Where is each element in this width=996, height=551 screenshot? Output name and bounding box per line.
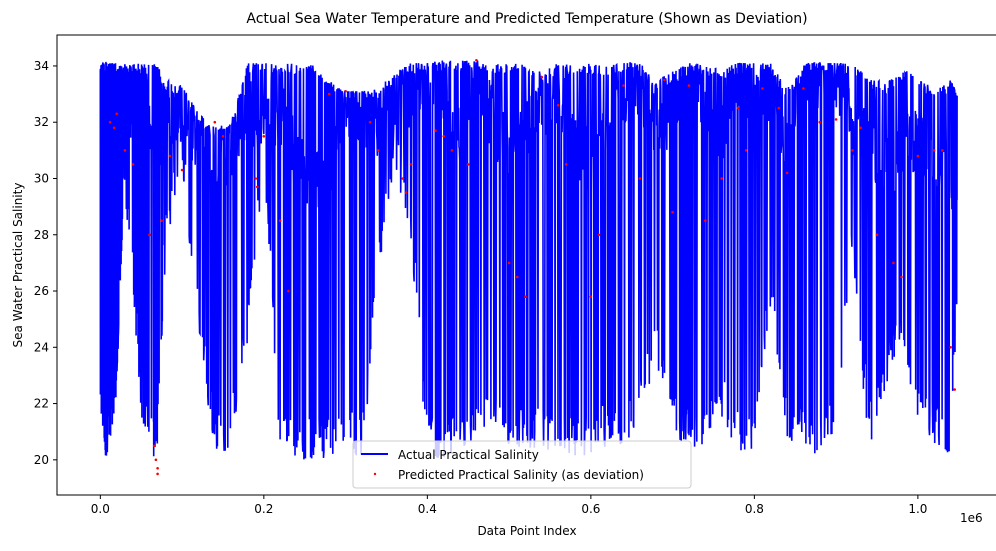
scatter-point-predicted: [932, 149, 936, 152]
scatter-point-predicted: [777, 106, 781, 110]
scatter-point-predicted: [744, 149, 748, 152]
scatter-point-predicted: [368, 120, 372, 124]
scatter-point-predicted: [524, 295, 527, 299]
legend-label-predicted: Predicted Practical Salinity (as deviati…: [398, 468, 644, 482]
scatter-point-predicted: [262, 135, 266, 138]
x-tick-label: 0.4: [418, 502, 437, 516]
scatter-point-predicted: [156, 472, 159, 476]
chart-title: Actual Sea Water Temperature and Predict…: [246, 11, 807, 27]
scatter-point-predicted: [671, 210, 674, 214]
x-axis: 0.0 0.2 0.4 0.6 0.8 1.0: [91, 495, 927, 516]
scatter-point-predicted: [148, 233, 151, 237]
scatter-point-predicted: [916, 154, 920, 158]
legend-label-actual: Actual Practical Salinity: [398, 448, 539, 462]
scatter-point-predicted: [507, 261, 511, 265]
scatter-point-predicted: [663, 78, 666, 82]
scatter-point-predicted: [434, 129, 437, 132]
scatter-point-predicted: [953, 388, 956, 391]
scatter-point-predicted: [160, 219, 163, 222]
scatter-point-predicted: [761, 87, 764, 90]
scatter-point-predicted: [638, 177, 642, 180]
scatter-point-predicted: [442, 135, 446, 138]
scatter-point-predicted: [221, 135, 225, 138]
y-tick-label: 34: [34, 59, 49, 73]
scatter-point-predicted: [802, 87, 805, 90]
scatter-point-predicted: [941, 149, 944, 152]
scatter-point-predicted: [404, 191, 408, 194]
x-offset-label: 1e6: [960, 511, 983, 525]
y-tick-label: 28: [34, 228, 49, 242]
scatter-point-predicted: [112, 126, 116, 130]
x-tick-label: 0.2: [254, 502, 273, 516]
scatter-point-predicted: [156, 467, 159, 470]
x-tick-label: 0.0: [91, 502, 110, 516]
scatter-point-predicted: [409, 163, 413, 166]
legend: Actual Practical Salinity Predicted Prac…: [352, 440, 692, 489]
scatter-point-predicted: [213, 120, 217, 124]
scatter-point-predicted: [401, 177, 405, 180]
scatter-point-predicted: [900, 275, 903, 279]
scatter-point-predicted: [255, 185, 259, 189]
scatter-point-predicted: [123, 149, 127, 152]
scatter-point-predicted: [254, 177, 257, 180]
x-tick-label: 1.0: [908, 502, 927, 516]
y-axis: 20 22 24 26 28 30 32 34: [34, 59, 57, 467]
y-tick-label: 20: [34, 453, 49, 467]
scatter-point-predicted: [622, 84, 625, 87]
scatter-point-predicted: [466, 163, 470, 166]
x-axis-label: Data Point Index: [477, 524, 576, 538]
scatter-point-predicted: [720, 177, 723, 180]
scatter-point-predicted: [597, 233, 601, 237]
y-tick-label: 26: [34, 284, 49, 298]
scatter-layer: [108, 59, 956, 476]
scatter-point-predicted: [818, 120, 822, 124]
scatter-point-predicted: [859, 126, 862, 130]
series-line-actual: [99, 60, 958, 460]
scatter-point-predicted: [875, 233, 879, 237]
scatter-point-predicted: [287, 289, 290, 293]
x-tick-label: 0.8: [745, 502, 764, 516]
scatter-point-predicted: [344, 90, 347, 93]
scatter-point-predicted: [540, 75, 544, 79]
y-tick-label: 24: [34, 340, 49, 354]
scatter-point-predicted: [475, 59, 478, 62]
legend-box: [352, 440, 692, 489]
scatter-point-predicted: [834, 118, 838, 121]
scatter-point-predicted: [704, 219, 707, 222]
scatter-point-predicted: [377, 149, 380, 152]
legend-scatter-marker: [373, 472, 377, 476]
scatter-point-predicted: [154, 458, 158, 462]
scatter-point-predicted: [168, 154, 172, 158]
y-tick-label: 22: [34, 397, 49, 411]
scatter-point-predicted: [892, 261, 895, 265]
scatter-point-predicted: [115, 112, 118, 116]
plot-frame: [56, 34, 996, 496]
x-tick-label: 0.6: [581, 502, 600, 516]
scatter-point-predicted: [736, 106, 740, 110]
scatter-point-predicted: [278, 219, 282, 222]
y-axis-label: Sea Water Practical Salinity: [11, 183, 25, 348]
scatter-point-predicted: [687, 84, 691, 87]
y-tick-label: 30: [34, 171, 49, 185]
y-tick-label: 32: [34, 115, 49, 129]
scatter-point-predicted: [785, 171, 789, 175]
scatter-point-predicted: [327, 92, 331, 96]
scatter-point-predicted: [516, 275, 519, 279]
scatter-point-predicted: [851, 149, 854, 152]
scatter-point-predicted: [153, 444, 156, 448]
scatter-point-predicted: [450, 149, 454, 152]
scatter-point-predicted: [565, 163, 568, 166]
scatter-point-predicted: [949, 346, 952, 349]
scatter-point-predicted: [180, 168, 184, 172]
scatter-point-predicted: [589, 295, 593, 299]
series-layer: [99, 60, 958, 460]
scatter-point-predicted: [556, 104, 560, 107]
scatter-point-predicted: [108, 120, 112, 124]
scatter-point-predicted: [131, 163, 135, 166]
